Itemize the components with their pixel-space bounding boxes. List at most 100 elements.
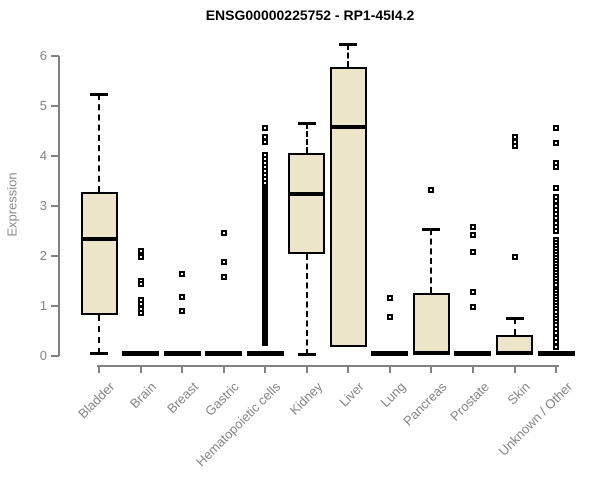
outlier-point <box>220 259 227 265</box>
y-tick <box>51 155 59 157</box>
median-line <box>539 351 573 356</box>
outlier-point <box>386 295 393 301</box>
outlier-point <box>179 307 186 314</box>
x-tick <box>305 366 308 373</box>
y-tick <box>51 55 59 57</box>
outlier-point <box>469 304 476 310</box>
median-line <box>82 237 116 241</box>
outlier-point <box>469 224 476 230</box>
y-tick-label: 3 <box>39 198 47 213</box>
median-line <box>498 351 531 355</box>
y-tick <box>51 255 59 257</box>
y-tick-label: 1 <box>39 298 47 313</box>
whisker-line <box>513 318 516 335</box>
y-tick <box>51 355 59 357</box>
x-tick-label: Liver <box>336 379 367 410</box>
x-tick <box>264 366 267 373</box>
whisker-line <box>98 315 100 354</box>
x-tick-label: Prostate <box>446 379 492 424</box>
outlier-point <box>469 249 476 255</box>
outlier-point <box>262 134 269 140</box>
y-tick-label: 4 <box>39 148 47 163</box>
x-tick <box>430 366 433 373</box>
outlier-point <box>553 164 560 170</box>
x-tick <box>388 366 391 373</box>
median-line <box>207 351 241 356</box>
whisker-cap <box>90 351 108 355</box>
x-tick <box>471 366 474 373</box>
outlier-point <box>262 152 269 158</box>
y-tick <box>51 305 59 307</box>
outlier-point <box>137 310 144 316</box>
x-tick-label: Gastric <box>202 379 243 419</box>
outlier-point <box>553 228 560 234</box>
x-tick-label: Lung <box>377 379 409 411</box>
x-tick-label: Skin <box>504 379 534 408</box>
x-tick-label: Brain <box>127 379 160 412</box>
whisker-cap <box>297 353 316 356</box>
outlier-point <box>262 124 269 131</box>
y-tick-label: 5 <box>39 98 47 113</box>
x-tick-label: Kidney <box>286 379 326 418</box>
whisker-cap <box>422 228 441 231</box>
outlier-point <box>553 124 560 131</box>
median-line <box>414 351 448 355</box>
x-tick-label: Bladder <box>75 379 118 422</box>
median-line <box>248 351 282 356</box>
x-tick <box>181 366 184 373</box>
outlier-point <box>469 289 476 295</box>
x-tick <box>98 366 100 373</box>
x-tick-label: Pancreas <box>400 379 451 429</box>
outlier-point <box>137 248 144 254</box>
box <box>80 192 118 315</box>
outlier-point <box>137 253 144 260</box>
median-line <box>456 351 490 356</box>
outlier-point <box>553 344 560 350</box>
outlier-point <box>428 187 435 193</box>
outlier-point <box>553 140 560 146</box>
outlier-point <box>511 254 518 260</box>
median-line <box>373 351 407 356</box>
median-line <box>290 192 324 196</box>
x-tick-label: Unknown / Other <box>495 379 575 459</box>
outlier-point <box>511 143 518 149</box>
median-line <box>165 351 199 356</box>
median-line <box>331 125 365 129</box>
median-line <box>124 351 158 356</box>
y-tick-label: 0 <box>39 348 47 363</box>
y-tick <box>51 105 59 107</box>
whisker-cap <box>297 122 316 125</box>
outlier-point <box>137 281 144 287</box>
x-tick <box>513 366 516 373</box>
box <box>329 67 367 347</box>
x-tick <box>347 366 350 373</box>
y-axis-line <box>58 56 60 356</box>
outlier-point <box>179 271 186 277</box>
whisker-line <box>347 44 350 67</box>
box <box>288 152 326 254</box>
x-tick-label: Breast <box>163 379 201 417</box>
outlier-point <box>220 230 227 236</box>
whisker-cap <box>90 92 108 96</box>
box <box>412 293 450 355</box>
whisker-line <box>98 93 100 192</box>
x-tick <box>555 366 558 373</box>
whisker-cap <box>505 317 524 320</box>
outlier-point <box>469 232 476 238</box>
x-axis-line <box>97 365 559 367</box>
x-tick <box>139 366 142 373</box>
x-tick <box>222 366 225 373</box>
outlier-point <box>220 274 227 280</box>
outlier-point <box>553 184 560 191</box>
outlier-point <box>179 294 186 300</box>
chart-title: ENSG00000225752 - RP1-45I4.2 <box>205 7 415 23</box>
outlier-point <box>553 282 560 288</box>
outlier-point <box>386 314 393 320</box>
whisker-line <box>430 229 433 293</box>
y-tick-label: 6 <box>39 48 47 63</box>
y-tick <box>51 205 59 207</box>
whisker-cap <box>339 43 358 46</box>
whisker-line <box>305 254 308 355</box>
whisker-line <box>305 123 308 153</box>
